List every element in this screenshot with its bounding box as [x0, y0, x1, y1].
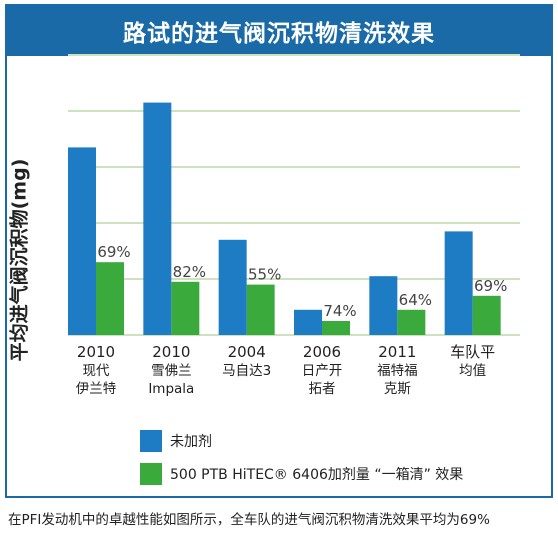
- bar-untreated: [218, 239, 247, 335]
- bar-untreated: [444, 231, 473, 335]
- bar-value-label: 69%: [97, 243, 130, 261]
- bar-value-label: 64%: [399, 291, 432, 309]
- bar-treated: [322, 321, 350, 335]
- x-tick-label: 2011: [378, 343, 416, 361]
- x-tick-label: 车队平: [450, 343, 495, 361]
- x-tick-label: 2010: [77, 343, 115, 361]
- legend-item-treated: 500 PTB HiTEC® 6406加剂量 “一箱清” 效果: [140, 463, 463, 485]
- x-tick-label: 克斯: [384, 381, 411, 397]
- x-tick-label: 福特福: [377, 363, 418, 379]
- legend-swatch-green: [140, 463, 162, 485]
- bar-treated: [171, 281, 200, 335]
- legend-label-untreated: 未加剂: [170, 434, 212, 450]
- bars: [68, 102, 501, 335]
- bar-untreated: [68, 147, 96, 335]
- legend-label-treated: 500 PTB HiTEC® 6406加剂量 “一箱清” 效果: [170, 467, 464, 483]
- x-tick-label: 2004: [228, 343, 266, 361]
- legend-swatch-blue: [140, 430, 162, 452]
- x-tick-label: Impala: [148, 381, 194, 397]
- bar-value-label: 69%: [474, 277, 507, 295]
- x-tick-label: 均值: [459, 363, 486, 379]
- x-tick-label: 现代: [83, 363, 110, 379]
- bar-treated: [397, 309, 426, 335]
- bar-treated: [472, 295, 501, 335]
- bar-value-labels: 69% 82% 55% 74% 64% 69%: [97, 243, 507, 320]
- x-tick-label: 雪佛兰: [151, 363, 192, 379]
- x-tick-label: 2010: [152, 343, 190, 361]
- bar-treated: [246, 284, 275, 335]
- x-tick-label: 2006: [303, 343, 341, 361]
- x-tick-label: 日产开: [302, 363, 343, 379]
- bar-untreated: [143, 102, 172, 335]
- chart-title: 路试的进气阀沉积物清洗效果: [7, 6, 551, 56]
- y-axis-label: 平均进气阀沉积物(mg): [8, 158, 31, 362]
- bar-untreated: [369, 276, 398, 335]
- x-tick-label: 伊兰特: [76, 381, 117, 397]
- chart-caption: 在PFI发动机中的卓越性能如图所示，全车队的进气阀沉积物清洗效果平均为69%: [8, 512, 490, 528]
- x-tick-label: 马自达3: [222, 363, 271, 379]
- x-tick-label: 拓者: [309, 381, 336, 397]
- bar-value-label: 82%: [173, 263, 206, 281]
- bar-value-label: 55%: [248, 266, 281, 284]
- bar-value-label: 74%: [323, 302, 356, 320]
- bar-treated: [96, 262, 124, 335]
- legend-item-untreated: 未加剂: [140, 430, 212, 452]
- bar-untreated: [294, 309, 322, 335]
